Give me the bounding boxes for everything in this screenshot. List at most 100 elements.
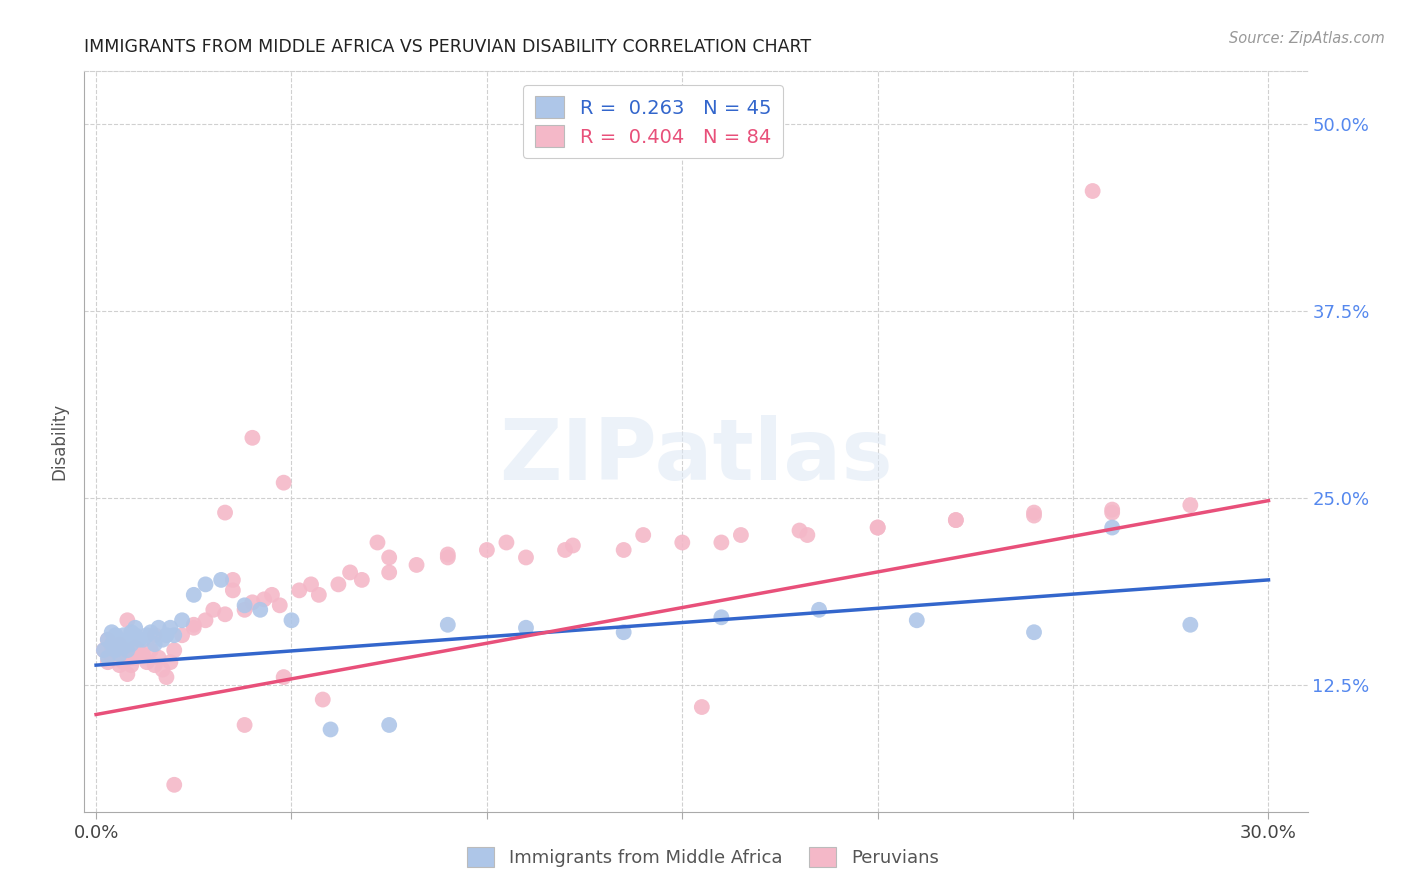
Point bbox=[120, 637, 142, 651]
Point bbox=[436, 550, 458, 565]
Point bbox=[554, 543, 576, 558]
Point bbox=[135, 628, 157, 642]
Point bbox=[319, 723, 342, 737]
Point bbox=[124, 628, 146, 642]
Point bbox=[194, 577, 217, 591]
Point bbox=[710, 535, 733, 549]
Point bbox=[233, 603, 256, 617]
Point bbox=[112, 655, 135, 669]
Point bbox=[100, 637, 122, 651]
Point bbox=[1022, 506, 1045, 520]
Point bbox=[132, 632, 155, 647]
Y-axis label: Disability: Disability bbox=[51, 403, 69, 480]
Point bbox=[170, 613, 193, 627]
Point bbox=[120, 625, 142, 640]
Point bbox=[495, 535, 517, 549]
Point bbox=[690, 700, 713, 714]
Point bbox=[866, 520, 889, 534]
Point bbox=[808, 603, 831, 617]
Point bbox=[866, 520, 889, 534]
Point bbox=[148, 621, 170, 635]
Point bbox=[308, 588, 330, 602]
Point bbox=[366, 535, 388, 549]
Point bbox=[710, 610, 733, 624]
Point bbox=[117, 632, 139, 647]
Point bbox=[273, 475, 295, 490]
Point bbox=[97, 650, 120, 665]
Point bbox=[108, 636, 131, 650]
Point bbox=[143, 637, 166, 651]
Text: ZIPatlas: ZIPatlas bbox=[499, 415, 893, 498]
Point bbox=[152, 632, 174, 647]
Point bbox=[128, 643, 150, 657]
Point bbox=[280, 613, 302, 627]
Point bbox=[104, 643, 127, 657]
Point bbox=[796, 528, 818, 542]
Point bbox=[730, 528, 752, 542]
Point bbox=[671, 535, 693, 549]
Point bbox=[132, 648, 155, 662]
Point bbox=[1022, 625, 1045, 640]
Point bbox=[222, 573, 245, 587]
Point bbox=[104, 643, 127, 657]
Point bbox=[97, 632, 120, 647]
Point bbox=[194, 613, 217, 627]
Point bbox=[112, 640, 135, 655]
Point bbox=[108, 648, 131, 662]
Point bbox=[124, 621, 146, 635]
Point bbox=[1180, 498, 1202, 512]
Point bbox=[1101, 502, 1123, 516]
Point bbox=[789, 524, 811, 538]
Point bbox=[436, 548, 458, 562]
Point bbox=[183, 621, 205, 635]
Point bbox=[350, 573, 373, 587]
Point bbox=[117, 643, 139, 657]
Text: Source: ZipAtlas.com: Source: ZipAtlas.com bbox=[1229, 31, 1385, 46]
Point bbox=[104, 628, 127, 642]
Point bbox=[214, 607, 236, 622]
Point bbox=[93, 643, 115, 657]
Point bbox=[100, 650, 122, 665]
Point bbox=[117, 613, 139, 627]
Point bbox=[945, 513, 967, 527]
Point bbox=[112, 628, 135, 642]
Point bbox=[124, 640, 146, 655]
Point bbox=[269, 599, 291, 613]
Point bbox=[1022, 508, 1045, 523]
Point bbox=[475, 543, 498, 558]
Point bbox=[233, 718, 256, 732]
Point bbox=[139, 643, 162, 657]
Point bbox=[155, 670, 177, 684]
Point bbox=[159, 621, 181, 635]
Point bbox=[515, 621, 537, 635]
Point bbox=[152, 663, 174, 677]
Point bbox=[242, 595, 264, 609]
Point bbox=[1180, 617, 1202, 632]
Point bbox=[260, 588, 283, 602]
Point bbox=[155, 628, 177, 642]
Point bbox=[120, 650, 142, 665]
Point bbox=[436, 617, 458, 632]
Point bbox=[405, 558, 427, 572]
Point bbox=[378, 718, 401, 732]
Point bbox=[163, 628, 186, 642]
Point bbox=[108, 637, 131, 651]
Point bbox=[97, 632, 120, 647]
Point bbox=[253, 592, 276, 607]
Point bbox=[143, 628, 166, 642]
Point bbox=[209, 573, 232, 587]
Point bbox=[135, 655, 157, 669]
Legend: Immigrants from Middle Africa, Peruvians: Immigrants from Middle Africa, Peruvians bbox=[460, 839, 946, 874]
Point bbox=[945, 513, 967, 527]
Text: IMMIGRANTS FROM MIDDLE AFRICA VS PERUVIAN DISABILITY CORRELATION CHART: IMMIGRANTS FROM MIDDLE AFRICA VS PERUVIA… bbox=[84, 38, 811, 56]
Point bbox=[93, 643, 115, 657]
Point bbox=[104, 648, 127, 662]
Point bbox=[163, 778, 186, 792]
Point bbox=[613, 543, 636, 558]
Point bbox=[202, 603, 225, 617]
Point bbox=[631, 528, 654, 542]
Point bbox=[515, 550, 537, 565]
Point bbox=[117, 667, 139, 681]
Point bbox=[233, 599, 256, 613]
Point bbox=[183, 617, 205, 632]
